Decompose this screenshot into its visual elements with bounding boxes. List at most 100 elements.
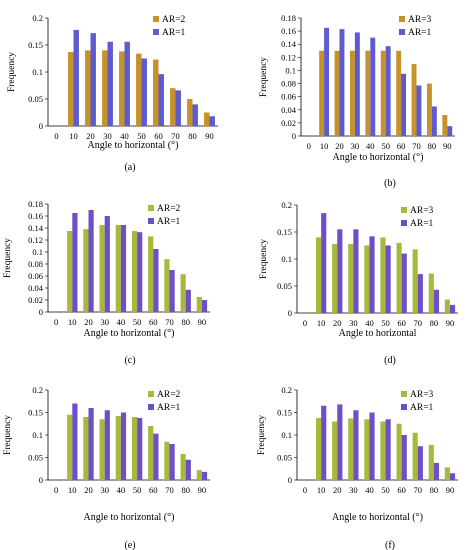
y-tick-label: 0.2 bbox=[32, 385, 43, 395]
bar-ar-1 bbox=[401, 253, 407, 313]
y-tick-label: 0 bbox=[39, 307, 43, 317]
x-tick-label: 60 bbox=[397, 485, 406, 495]
bar-ar-1 bbox=[431, 106, 437, 136]
y-tick-label: 0.15 bbox=[277, 227, 292, 237]
bar-ar-1 bbox=[73, 29, 79, 127]
bar-ar-2 bbox=[180, 453, 186, 480]
legend-swatch bbox=[401, 220, 407, 226]
bar-ar-1 bbox=[353, 410, 359, 480]
x-tick-label: 80 bbox=[430, 318, 439, 328]
bar-ar-1 bbox=[337, 404, 343, 480]
bar-ar-3 bbox=[348, 418, 354, 480]
panel-caption: (e) bbox=[124, 540, 135, 550]
bar-ar-1 bbox=[401, 73, 407, 136]
y-axis-label: Frequency bbox=[3, 238, 13, 278]
y-tick-label: 0.1 bbox=[32, 430, 43, 440]
bar-ar-1 bbox=[209, 116, 215, 126]
bar-ar-3 bbox=[428, 444, 434, 480]
bar-ar-2 bbox=[115, 225, 121, 312]
legend-label: AR=2 bbox=[162, 15, 186, 25]
y-tick-label: 0.08 bbox=[281, 79, 296, 89]
y-tick-label: 0.18 bbox=[281, 13, 296, 23]
y-tick-label: 0.12 bbox=[28, 235, 43, 245]
x-tick-label: 20 bbox=[333, 318, 342, 328]
x-tick-label: 60 bbox=[149, 485, 158, 495]
x-tick-label: 30 bbox=[100, 317, 109, 327]
legend-label: AR=1 bbox=[408, 28, 432, 38]
bar-ar-2 bbox=[85, 50, 91, 126]
bar-ar-1 bbox=[88, 210, 94, 312]
x-tick-label: 90 bbox=[443, 141, 452, 151]
bar-ar-1 bbox=[120, 412, 127, 480]
bar-ar-3 bbox=[315, 237, 322, 313]
bar-ar-3 bbox=[426, 83, 432, 136]
x-tick-label: 0 bbox=[54, 485, 58, 495]
legend-label: AR=3 bbox=[410, 206, 434, 216]
chart-panel-b: 0 0.02 0.04 0.06 0.08 0.1 0.12 0.14 0.16 0.18 0 10 2… bbox=[259, 13, 455, 189]
bar-ar-2 bbox=[180, 274, 186, 312]
x-tick-label: 90 bbox=[446, 318, 455, 328]
bar-ar-1 bbox=[137, 232, 143, 312]
bar-ar-3 bbox=[412, 432, 418, 480]
bar-ar-1 bbox=[447, 126, 453, 136]
panel-caption: (d) bbox=[384, 355, 396, 366]
y-axis-label: Frequency bbox=[259, 239, 269, 279]
bar-ar-2 bbox=[187, 99, 193, 126]
y-tick-label: 0.1 bbox=[285, 65, 296, 75]
y-tick-label: 0.05 bbox=[277, 281, 292, 291]
x-tick-label: 10 bbox=[68, 317, 77, 327]
x-tick-label: 20 bbox=[333, 485, 342, 495]
legend-swatch bbox=[148, 391, 154, 397]
bar-ar-1 bbox=[321, 405, 327, 480]
bar-ar-3 bbox=[349, 50, 355, 136]
legend-swatch bbox=[401, 404, 407, 410]
bar-ar-3 bbox=[364, 419, 370, 480]
bar-ar-1 bbox=[449, 473, 456, 480]
bar-ar-2 bbox=[99, 419, 105, 480]
x-tick-label: 70 bbox=[165, 317, 174, 327]
bar-ar-2 bbox=[196, 470, 202, 480]
y-tick-label: 0.05 bbox=[28, 453, 43, 463]
x-tick-label: 60 bbox=[397, 318, 406, 328]
bar-ar-1 bbox=[185, 459, 191, 480]
x-tick-label: 60 bbox=[397, 141, 406, 151]
bar-ar-2 bbox=[204, 112, 210, 126]
bar-ar-3 bbox=[442, 115, 448, 136]
bar-ar-2 bbox=[196, 297, 202, 312]
x-tick-label: 30 bbox=[103, 131, 112, 141]
chart-panel-c: 0 0.02 0.04 0.06 0.08 0.1 0.12 0.14 0.16 0.18 0 10 2… bbox=[3, 199, 210, 366]
bar-ar-2 bbox=[68, 52, 74, 126]
bar-ar-1 bbox=[370, 37, 376, 136]
bar-ar-3 bbox=[396, 50, 402, 136]
bar-ar-1 bbox=[90, 33, 96, 127]
legend-label: AR=1 bbox=[157, 403, 181, 413]
y-axis-label: Frequency bbox=[7, 52, 17, 92]
bar-ar-1 bbox=[185, 289, 191, 312]
bar-ar-2 bbox=[83, 417, 89, 480]
x-tick-label: 0 bbox=[303, 318, 307, 328]
y-tick-label: 0.02 bbox=[28, 295, 43, 305]
bar-ar-1 bbox=[339, 29, 345, 137]
x-axis-label: Angle to horizontal (°) bbox=[333, 152, 424, 163]
x-tick-label: 30 bbox=[351, 141, 360, 151]
bar-ar-1 bbox=[175, 90, 181, 126]
y-tick-label: 0.16 bbox=[28, 211, 43, 221]
bar-ar-2 bbox=[115, 416, 121, 480]
bar-ar-1 bbox=[72, 403, 78, 480]
bar-ar-1 bbox=[417, 274, 423, 313]
bar-ar-3 bbox=[348, 243, 354, 313]
y-tick-label: 0.02 bbox=[281, 118, 296, 128]
bar-ar-2 bbox=[131, 417, 138, 480]
bar-ar-1 bbox=[353, 229, 359, 313]
legend-swatch bbox=[153, 29, 159, 35]
bar-ar-2 bbox=[131, 231, 138, 312]
x-tick-label: 0 bbox=[54, 131, 58, 141]
bar-ar-1 bbox=[104, 410, 110, 480]
x-tick-label: 20 bbox=[84, 317, 93, 327]
y-tick-label: 0.14 bbox=[281, 39, 297, 49]
x-tick-label: 40 bbox=[117, 317, 126, 327]
legend-swatch bbox=[401, 391, 407, 397]
y-tick-label: 0.2 bbox=[32, 13, 43, 23]
y-tick-label: 0.06 bbox=[281, 92, 296, 102]
x-tick-label: 90 bbox=[198, 317, 207, 327]
